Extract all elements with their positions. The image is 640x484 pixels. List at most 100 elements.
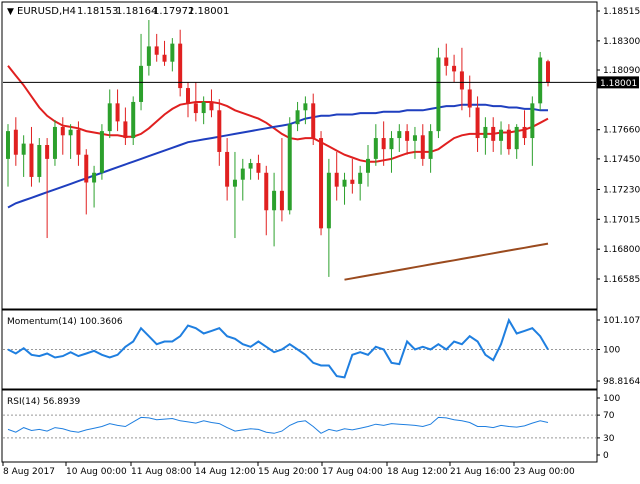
candle-body-bear (178, 43, 183, 89)
rsi-panel-frame (1, 389, 598, 463)
candle-body-bear (506, 129, 511, 150)
candle-body-bull (514, 126, 519, 150)
ohlc-high: 1.18164 (116, 6, 157, 17)
candle-body-bull (201, 101, 206, 114)
candle-body-bull (272, 190, 277, 211)
candle-body-bear (319, 138, 324, 229)
candle-body-bear (350, 179, 355, 184)
candle-body-bull (131, 101, 136, 139)
candle-body-bear (444, 57, 449, 66)
candle-body-bear (60, 126, 65, 136)
rsi-series (7, 416, 549, 434)
candle-body-bull (342, 179, 347, 187)
time-tick-label: 23 Aug 00:00 (514, 467, 575, 477)
momentum-line (7, 317, 549, 379)
candle-body-bull (68, 129, 73, 136)
time-tick-label: 17 Aug 04:00 (322, 467, 383, 477)
candle-body-bear (217, 110, 222, 152)
candle-body-bull (52, 126, 57, 159)
candle-body-bull (366, 158, 370, 173)
candle-body-bear (420, 135, 425, 159)
moving-averages (7, 65, 549, 281)
candle-body-bull (295, 110, 300, 125)
candle-body-bull (146, 46, 151, 66)
time-tick-label: 11 Aug 08:00 (131, 467, 192, 477)
candle-body-bear (459, 71, 464, 90)
price-tick-label: 1.17015 (603, 215, 640, 225)
rsi-line (7, 416, 549, 434)
time-tick-label: 21 Aug 16:00 (450, 467, 511, 477)
candle-body-bull (21, 143, 26, 155)
candle-body-bull (412, 135, 417, 141)
price-tick-label: 1.17660 (603, 126, 640, 136)
candle-body-bear (475, 107, 480, 139)
candle-body-bear (76, 129, 81, 155)
candle-body-bull (483, 126, 488, 139)
momentum-tick-label: 100 (603, 345, 620, 355)
momentum-tick-label: 98.8164 (603, 377, 640, 387)
ohlc-close: 1.18001 (188, 6, 229, 17)
candle-body-bear (154, 46, 159, 55)
candle-body-bear (84, 154, 89, 183)
current-price-marker: 1.18001 (3, 76, 639, 89)
candle-body-bull (538, 57, 543, 104)
rsi-tick-label: 100 (603, 394, 620, 404)
candle-body-bull (6, 131, 10, 159)
red-ma-line (7, 65, 549, 163)
rsi-tick-label: 30 (603, 434, 615, 444)
price-tick-label: 1.17230 (603, 185, 640, 195)
candle-body-bull (287, 124, 292, 211)
candle-body-bull (170, 43, 175, 62)
price-tick-label: 1.18515 (603, 7, 640, 17)
ohlc-low: 1.17972 (153, 6, 194, 17)
time-axis-ticks: 8 Aug 2017 10 Aug 00:00 11 Aug 08:00 14 Aug… (2, 462, 575, 477)
grid-group (3, 348, 596, 439)
price-panel-frame (1, 1, 598, 310)
candle-body-bull (389, 138, 394, 150)
candle-body-bear (264, 172, 269, 211)
price-axis-ticks: 1.18515 1.18300 1.18090 1.17660 1.17450 1.172… (597, 7, 640, 461)
current-price-label: 1.18001 (600, 79, 637, 89)
candle-body-bull (107, 103, 112, 132)
candle-body-bull (428, 131, 433, 159)
price-tick-label: 1.16585 (603, 275, 640, 285)
candle-body-bear (225, 151, 230, 187)
momentum-label: Momentum(14) 100.3606 (7, 317, 123, 327)
header-arrow: ▼ (7, 7, 14, 17)
candle-body-bear (405, 131, 410, 141)
candle-body-bull (358, 172, 363, 184)
time-tick-label: 15 Aug 20:00 (258, 467, 319, 477)
price-tick-label: 1.18090 (603, 66, 640, 76)
candle-body-bear (256, 163, 261, 173)
momentum-series (7, 317, 549, 379)
candle-body-bull (37, 145, 42, 177)
time-tick-label: 10 Aug 00:00 (66, 467, 127, 477)
candle-body-bull (397, 131, 402, 139)
candle-body-bear (491, 126, 496, 141)
candle-body-bull (326, 172, 331, 229)
candle-body-bull (530, 103, 535, 139)
candle-body-bear (452, 65, 457, 72)
candle-body-bull (232, 179, 237, 187)
rsi-tick-label: 70 (603, 411, 615, 421)
candle-body-bull (248, 163, 253, 169)
candle-body-bear (311, 103, 316, 139)
brown-ma-line (344, 242, 549, 281)
candle-body-bull (99, 131, 104, 173)
time-tick-label: 18 Aug 12:00 (387, 467, 448, 477)
symbol-label: EURUSD,H4 (17, 6, 76, 17)
candle-body-bear (123, 121, 128, 139)
price-tick-label: 1.18300 (603, 37, 640, 47)
rsi-tick-label: 0 (603, 451, 609, 461)
time-tick-label: 8 Aug 2017 (3, 467, 55, 477)
candle-body-bear (279, 190, 284, 211)
candle-body-bear (29, 143, 34, 177)
candle-body-bear (13, 129, 18, 155)
candle-body-bear (193, 103, 198, 114)
candle-body-bear (334, 172, 339, 187)
candle-body-bear (522, 126, 527, 139)
candle-body-bull (303, 103, 308, 111)
